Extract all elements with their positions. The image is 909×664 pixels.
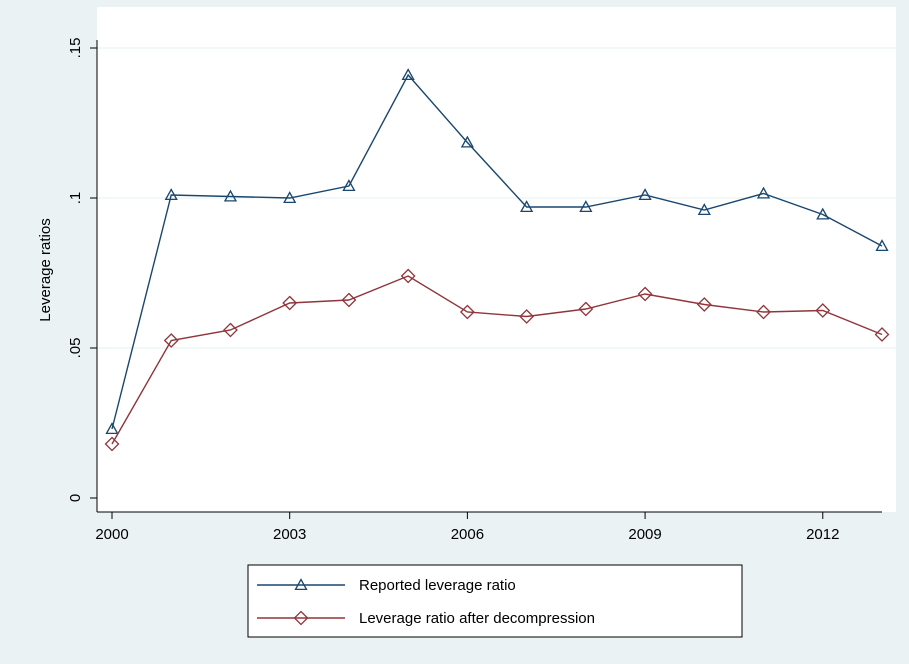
y-tick-label: .1 [67,192,84,205]
legend-label: Leverage ratio after decompression [359,610,595,627]
triangle-marker [164,188,178,201]
diamond-marker [163,333,179,348]
plot-area [97,7,896,512]
triangle-marker [223,189,238,202]
triangle-marker [875,239,889,252]
triangle-marker [342,179,356,192]
x-tick-label: 2006 [451,526,484,543]
triangle-marker [579,200,593,213]
diamond-marker [293,610,309,626]
series-line [111,73,883,430]
legend-entry: Leverage ratio after decompression [257,610,595,627]
triangle-marker [520,200,534,213]
triangle-marker [401,68,415,81]
triangle-marker [697,203,711,216]
series-line [111,275,883,445]
diamond-marker [459,304,475,320]
diamond-marker [400,268,416,284]
triangle-marker [460,135,474,148]
triangle-marker [816,207,830,220]
triangle-marker [638,188,652,201]
series-diamond [104,268,890,452]
y-ticks: 0 .05 .1 .15 [67,38,97,502]
triangle-marker [105,422,119,435]
legend-box [247,564,743,638]
diamond-marker [341,292,357,308]
series-triangle [105,68,889,435]
diamond-marker [874,327,890,342]
x-tick-label: 2009 [628,526,661,543]
diamond-marker [104,436,120,452]
legend-items: Reported leverage ratio Leverage ratio af… [257,577,595,627]
x-tick-label: 2012 [806,526,839,543]
legend: Reported leverage ratio Leverage ratio af… [247,564,743,638]
series-layer [104,68,890,452]
triangle-marker [756,186,771,199]
x-ticks: 2000 2003 2006 2009 2012 [95,512,839,543]
diamond-marker [756,304,771,320]
y-tick-label: 0 [67,494,84,502]
y-tick-label: .15 [67,38,84,59]
diamond-marker [696,297,712,312]
diamond-marker [578,301,594,317]
x-tick-label: 2003 [273,526,306,543]
legend-entry: Reported leverage ratio [257,577,516,594]
y-axis-label: Leverage ratios [37,218,54,321]
diamond-marker [282,295,298,311]
y-tick-label: .05 [67,338,84,359]
triangle-marker [283,191,297,204]
legend-label: Reported leverage ratio [359,577,516,594]
x-tick-label: 2000 [95,526,128,543]
triangle-marker [294,578,308,591]
diamond-marker [637,286,653,302]
diamond-marker [519,309,535,324]
diamond-marker [223,322,238,338]
diamond-marker [815,303,831,318]
